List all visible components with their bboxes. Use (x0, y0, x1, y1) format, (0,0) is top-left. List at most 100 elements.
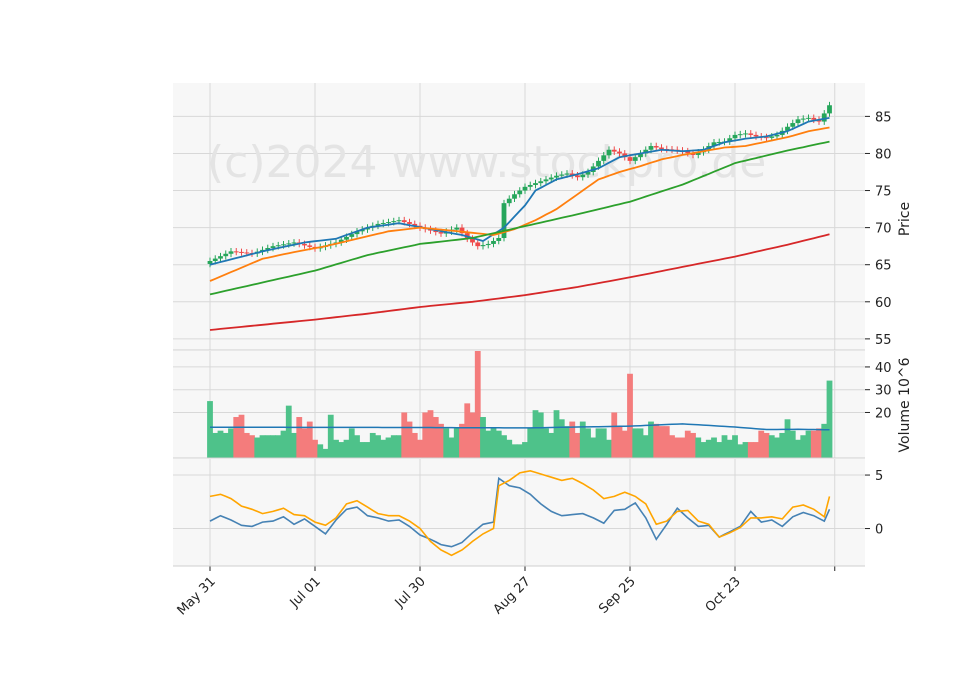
candle-body (517, 190, 523, 195)
candle-body (753, 134, 759, 137)
volume-bar (543, 428, 549, 458)
volume-bar (632, 428, 639, 458)
candle-body (454, 227, 460, 230)
volume-bar (705, 439, 712, 458)
candle-body (648, 146, 654, 150)
volume-bar (753, 442, 759, 458)
volume-bar (532, 410, 539, 458)
volume-bar (459, 423, 465, 458)
volume-bar (653, 423, 660, 458)
candle-body (438, 232, 444, 234)
candle-body (727, 138, 733, 142)
candle-body (774, 134, 780, 137)
volume-bar (480, 417, 486, 458)
volume-bar (390, 435, 397, 458)
candle-body (344, 236, 349, 240)
volume-bar (611, 412, 618, 458)
candle-body (585, 172, 591, 175)
volume-bar (642, 435, 649, 458)
candle-body (632, 157, 638, 161)
candle-body (695, 152, 701, 155)
candle-body (685, 151, 691, 154)
volume-bar (690, 432, 696, 458)
price-tick-label: 65 (875, 259, 892, 274)
candle-body (785, 126, 790, 131)
candle-body (764, 137, 769, 139)
candle-body (218, 256, 223, 259)
volume-bar (275, 435, 282, 458)
candle-body (659, 147, 664, 150)
candle-body (223, 253, 229, 257)
x-tick-label: Jul 30 (392, 574, 429, 611)
volume-bar (679, 437, 686, 458)
volume-bar (737, 444, 744, 458)
volume-bar (779, 432, 786, 458)
volume-bar (280, 430, 287, 458)
volume-bar (789, 430, 796, 458)
volume-bar (291, 432, 297, 458)
candle-body (338, 239, 344, 243)
candle-body (538, 181, 544, 184)
volume-bar (511, 444, 518, 458)
moving-average-line (209, 233, 830, 331)
candle-body (606, 149, 612, 156)
candle-body (575, 175, 580, 178)
volume-bar (600, 428, 607, 458)
volume-bar (264, 435, 271, 458)
price-panel-background (173, 83, 865, 350)
volume-bar (516, 444, 523, 458)
volume-bar (695, 437, 702, 458)
oscillator-tick-label: 5 (875, 469, 883, 484)
volume-bar (438, 423, 444, 458)
volume-bar (464, 403, 471, 458)
volume-bar (406, 421, 413, 458)
volume-bar (469, 412, 476, 458)
candle-body (212, 258, 218, 261)
volume-bar (238, 414, 245, 458)
candle-body (391, 221, 397, 223)
volume-bar (616, 426, 623, 458)
volume-bar (585, 428, 591, 458)
volume-bar (742, 442, 749, 458)
candle-body (748, 133, 754, 135)
candle-body (527, 184, 533, 187)
volume-bars (207, 351, 833, 458)
volume-bar (569, 421, 576, 458)
candle-body (601, 155, 607, 161)
volume-bar (432, 417, 439, 458)
candle-body (638, 153, 643, 158)
volume-bar (385, 437, 392, 458)
candle-body (307, 245, 313, 247)
volume-bar (553, 410, 560, 458)
volume-average-line (210, 423, 830, 431)
volume-bar (564, 426, 570, 458)
oscillator-tick-label: 0 (875, 523, 883, 538)
volume-bar (548, 432, 555, 458)
candle-body (769, 136, 775, 138)
candle-body (732, 134, 738, 139)
volume-bar (590, 437, 597, 458)
volume-bar (317, 444, 324, 458)
moving-average-line (209, 117, 830, 266)
candle-body (407, 222, 412, 224)
candle-body (580, 174, 586, 178)
indicator-lines (209, 117, 831, 557)
volume-bar (621, 430, 628, 458)
candle-body (806, 117, 811, 119)
volume-bar (217, 430, 224, 458)
volume-bar (233, 417, 240, 458)
candle-body (380, 222, 386, 224)
candle-body (790, 123, 796, 127)
candle-body (564, 173, 570, 175)
volume-bar (301, 428, 308, 458)
candle-body (270, 246, 276, 249)
volume-bar (228, 428, 234, 458)
candle-body (827, 105, 832, 114)
volume-bar (674, 437, 681, 458)
volume-bar (285, 405, 292, 458)
candle-body (401, 220, 407, 223)
candle-body (548, 177, 554, 180)
candle-body (302, 243, 307, 246)
candle-body (533, 183, 538, 185)
